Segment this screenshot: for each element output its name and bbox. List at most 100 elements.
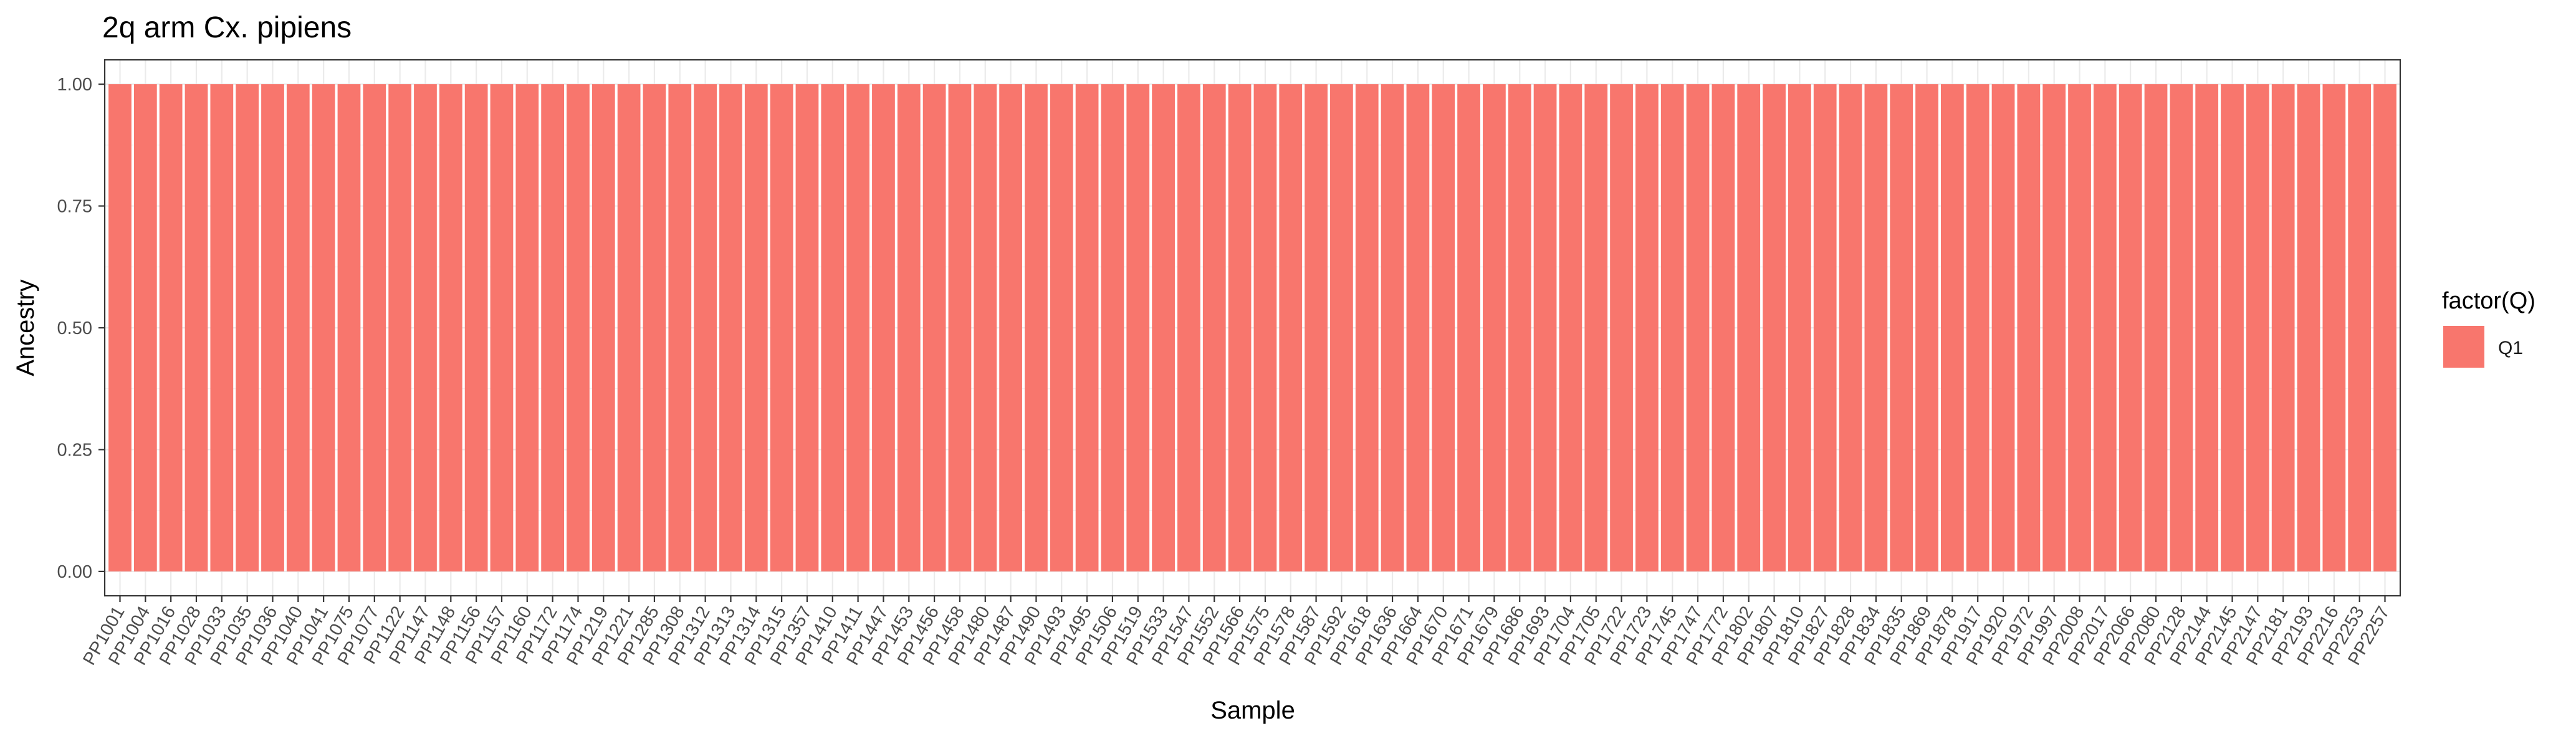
bar-pp1869 [1915, 84, 1938, 571]
bar-pp1040 [286, 84, 310, 571]
bar-pp1686 [1508, 84, 1531, 571]
bar-pp1693 [1533, 84, 1557, 571]
bar-pp1566 [1228, 84, 1252, 571]
bar-pp2066 [2119, 84, 2142, 571]
bar-pp1745 [1660, 84, 1684, 571]
bar-pp1490 [1025, 84, 1048, 571]
bar-pp2145 [2221, 84, 2244, 571]
bar-pp1219 [591, 84, 615, 571]
bar-pp2253 [2348, 84, 2372, 571]
bar-pp1807 [1763, 84, 1786, 571]
bar-pp1036 [261, 84, 284, 571]
bar-pp1519 [1126, 84, 1150, 571]
bar-pp1315 [770, 84, 793, 571]
bar-pp2128 [2170, 84, 2193, 571]
bar-pp1828 [1839, 84, 1862, 571]
bar-pp1772 [1712, 84, 1735, 571]
bar-pp1411 [846, 84, 869, 571]
bar-pp1972 [2017, 84, 2041, 571]
y-tick-label: 1.00 [57, 75, 92, 95]
y-tick-label: 0.75 [57, 197, 92, 217]
bar-pp1285 [643, 84, 666, 571]
bar-pp1453 [897, 84, 921, 571]
bar-pp1552 [1202, 84, 1226, 571]
bar-pp1917 [1966, 84, 1989, 571]
bar-pp2017 [2093, 84, 2117, 571]
bar-pp1221 [617, 84, 641, 571]
legend-title: factor(Q) [2442, 288, 2535, 314]
y-axis-title: Ancestry [12, 279, 39, 376]
chart-title: 2q arm Cx. pipiens [102, 11, 352, 44]
bar-pp1480 [974, 84, 997, 571]
bar-pp1704 [1559, 84, 1582, 571]
x-axis-title: Sample [1210, 697, 1295, 724]
bar-pp2216 [2322, 84, 2346, 571]
bar-pp2257 [2373, 84, 2396, 571]
bar-pp1075 [337, 84, 361, 571]
y-axis: 0.00 0.25 0.50 0.75 1.00 [57, 75, 105, 582]
bar-pp1313 [719, 84, 742, 571]
bar-pp1533 [1152, 84, 1175, 571]
bar-pp1723 [1635, 84, 1659, 571]
bar-pp2147 [2246, 84, 2269, 571]
bar-pp1618 [1355, 84, 1379, 571]
bar-pp2181 [2271, 84, 2295, 571]
bar-pp1827 [1813, 84, 1837, 571]
bar-pp1147 [414, 84, 437, 571]
bar-pp1308 [668, 84, 692, 571]
bar-pp1410 [821, 84, 845, 571]
bar-pp1679 [1483, 84, 1506, 571]
bar-pp1578 [1279, 84, 1303, 571]
bar-pp1810 [1788, 84, 1811, 571]
bar-pp1077 [363, 84, 386, 571]
bar-pp1878 [1940, 84, 1964, 571]
bar-pp1495 [1075, 84, 1099, 571]
bar-pp1802 [1737, 84, 1761, 571]
bar-pp1148 [439, 84, 462, 571]
bar-pp1033 [210, 84, 234, 571]
bar-pp1506 [1101, 84, 1124, 571]
x-axis: PP1001PP1004PP1016PP1028PP1033PP1035PP10… [79, 596, 2394, 669]
bar-pp1587 [1305, 84, 1328, 571]
bar-pp1592 [1330, 84, 1353, 571]
bar-pp1035 [236, 84, 259, 571]
bar-pp1670 [1432, 84, 1455, 571]
bar-pp1487 [999, 84, 1022, 571]
bar-pp1314 [744, 84, 768, 571]
bar-pp1835 [1890, 84, 1913, 571]
bar-pp2144 [2195, 84, 2219, 571]
bar-pp1156 [464, 84, 488, 571]
bar-pp1447 [872, 84, 895, 571]
bar-pp1160 [515, 84, 539, 571]
y-tick-label: 0.00 [57, 562, 92, 582]
bar-pp1834 [1864, 84, 1888, 571]
bar-pp1172 [541, 84, 565, 571]
bar-pp2193 [2297, 84, 2320, 571]
bar-pp1920 [1991, 84, 2015, 571]
bar-pp1493 [1050, 84, 1073, 571]
bar-pp1357 [795, 84, 819, 571]
legend-key-q1 [2443, 326, 2484, 368]
bar-pp1636 [1381, 84, 1404, 571]
bar-pp1664 [1406, 84, 1430, 571]
bar-pp1001 [108, 84, 132, 571]
bar-pp1122 [388, 84, 412, 571]
legend: factor(Q) Q1 [2442, 288, 2535, 368]
y-tick-label: 0.25 [57, 440, 92, 460]
bar-pp1705 [1584, 84, 1608, 571]
bars [108, 84, 2396, 571]
bar-pp1041 [312, 84, 335, 571]
bar-pp1575 [1253, 84, 1277, 571]
y-tick-label: 0.50 [57, 318, 92, 338]
bar-pp1028 [184, 84, 208, 571]
bar-pp1547 [1177, 84, 1200, 571]
bar-pp1456 [922, 84, 946, 571]
bar-pp1671 [1457, 84, 1480, 571]
bar-pp1997 [2042, 84, 2066, 571]
bar-pp1016 [159, 84, 183, 571]
bar-pp1174 [567, 84, 590, 571]
bar-pp1747 [1686, 84, 1710, 571]
bar-pp1458 [948, 84, 972, 571]
bar-pp2008 [2068, 84, 2091, 571]
